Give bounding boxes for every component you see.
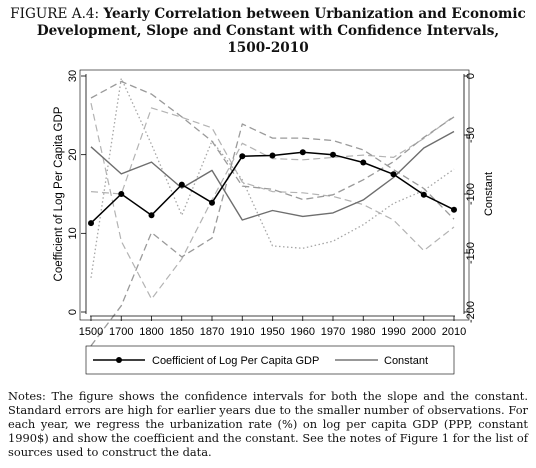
figure-title-line-1: Yearly Correlation between Urbanization … — [103, 6, 526, 22]
x-axis-tick-label: 1980 — [351, 326, 375, 338]
coefficient-point — [269, 152, 276, 159]
coefficient-point — [420, 191, 427, 198]
legend-coefficient-label: Coefficient of Log Per Capita GDP — [152, 355, 319, 367]
coefficient-point — [390, 171, 397, 178]
coefficient-point — [299, 149, 306, 156]
coefficient-point — [148, 212, 155, 219]
series-0-line — [90, 151, 455, 224]
coefficient-point — [239, 153, 246, 160]
coefficient-point — [88, 220, 94, 227]
series-5-line — [90, 107, 455, 252]
right-axis-tick-label: 0 — [465, 73, 477, 79]
plot-frame — [79, 69, 470, 321]
x-axis-tick-label: 1870 — [200, 326, 224, 338]
coefficient-point — [360, 159, 367, 166]
right-axis-label: Constant — [483, 172, 495, 216]
x-axis-tick-label: 1800 — [139, 326, 163, 338]
x-axis-tick-label: 1500 — [79, 326, 103, 338]
x-axis-tick-label: 1960 — [291, 326, 315, 338]
coefficient-point — [209, 199, 215, 206]
coefficient-point — [178, 181, 185, 188]
left-axis-label: Coefficient of Log Per Capita GDP — [53, 106, 65, 281]
figure-notes: Notes: The figure shows the confidence i… — [8, 389, 528, 459]
legend-constant-label: Constant — [384, 355, 428, 367]
legend-coefficient-swatch-marker — [116, 357, 122, 363]
series-1-line — [90, 80, 455, 201]
left-axis-tick-label: 10 — [67, 227, 79, 239]
chart: Coefficient of Log Per Capita GDP Consta… — [53, 69, 495, 375]
coefficient-point — [330, 151, 336, 158]
coefficient-point — [451, 206, 457, 213]
left-axis-tick-label: 0 — [67, 309, 79, 315]
axes-layer: Coefficient of Log Per Capita GDP Consta… — [53, 70, 495, 338]
right-axis-tick-label: -50 — [465, 127, 477, 143]
figure-title-line-3: 1500-2010 — [227, 40, 309, 56]
series-6-line — [90, 77, 455, 278]
coefficient-point — [118, 191, 125, 197]
x-axis-tick-label: 2000 — [412, 326, 436, 338]
series-2-line — [90, 123, 455, 347]
x-axis-tick-label: 2010 — [442, 326, 466, 338]
right-axis-tick-label: -200 — [465, 301, 477, 323]
x-axis-tick-label: 1700 — [109, 326, 133, 338]
figure-title-line-2: Development, Slope and Constant with Con… — [36, 23, 500, 39]
legend: Coefficient of Log Per Capita GDP Consta… — [85, 345, 455, 375]
legend-frame — [85, 345, 455, 375]
series-4-line — [90, 102, 455, 300]
series-3-line — [90, 130, 455, 221]
left-axis-tick-label: 30 — [67, 70, 79, 82]
right-axis-tick-label: -100 — [465, 183, 477, 205]
series-layer — [88, 77, 457, 347]
figure-title: FIGURE A.4: Yearly Correlation between U… — [0, 6, 536, 57]
figure-label: FIGURE A.4: — [10, 6, 100, 22]
x-axis-tick-label: 1970 — [321, 326, 345, 338]
x-axis-tick-label: 1850 — [170, 326, 194, 338]
left-axis-tick-label: 20 — [67, 149, 79, 161]
right-axis-tick-label: -150 — [465, 242, 477, 264]
x-axis-tick-label: 1910 — [230, 326, 254, 338]
x-axis-tick-label: 1990 — [381, 326, 405, 338]
x-axis-tick-label: 1950 — [260, 326, 284, 338]
